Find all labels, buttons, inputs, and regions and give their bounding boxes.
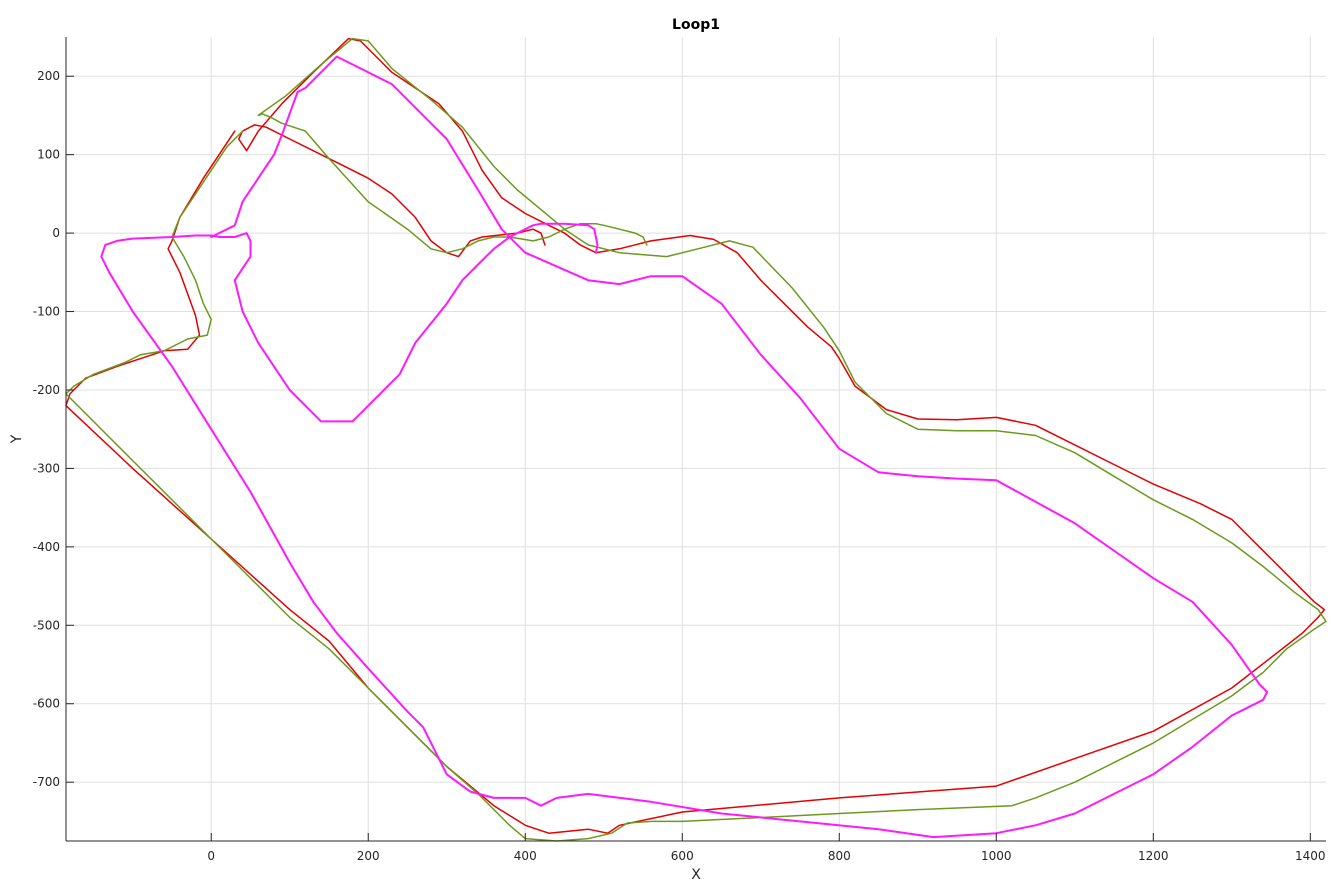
- y-axis-label: Y: [9, 434, 25, 444]
- x-ticks: 0 200 400 600 800 1000 1200 1400: [207, 833, 1326, 863]
- x-tick-label: 1400: [1295, 849, 1326, 863]
- x-tick-label: 0: [207, 849, 215, 863]
- y-tick-label: -500: [33, 618, 60, 632]
- y-tick-label: 200: [37, 69, 60, 83]
- y-ticks: 200 100 0 -100 -200 -300 -400 -500 -600 -700: [33, 69, 74, 789]
- grid: [66, 37, 1326, 841]
- x-tick-label: 200: [357, 849, 380, 863]
- x-tick-label: 800: [828, 849, 851, 863]
- chart-title: Loop1: [672, 17, 720, 33]
- x-tick-label: 600: [671, 849, 694, 863]
- x-tick-label: 400: [514, 849, 537, 863]
- plot-background: [66, 37, 1326, 841]
- x-axis-label: X: [691, 867, 701, 883]
- y-tick-label: -300: [33, 461, 60, 475]
- series-line-3: [100, 55, 1269, 839]
- y-tick-label: -400: [33, 540, 60, 554]
- x-tick-label: 1000: [981, 849, 1012, 863]
- y-tick-label: -200: [33, 383, 60, 397]
- series-group: [65, 37, 1327, 842]
- series-line-1: [65, 37, 1326, 834]
- y-tick-label: -600: [33, 697, 60, 711]
- x-tick-label: 1200: [1138, 849, 1169, 863]
- y-tick-label: -100: [33, 305, 60, 319]
- series-line-2: [65, 37, 1327, 842]
- y-tick-label: 100: [37, 148, 60, 162]
- y-tick-label: -700: [33, 775, 60, 789]
- y-tick-label: 0: [52, 226, 60, 240]
